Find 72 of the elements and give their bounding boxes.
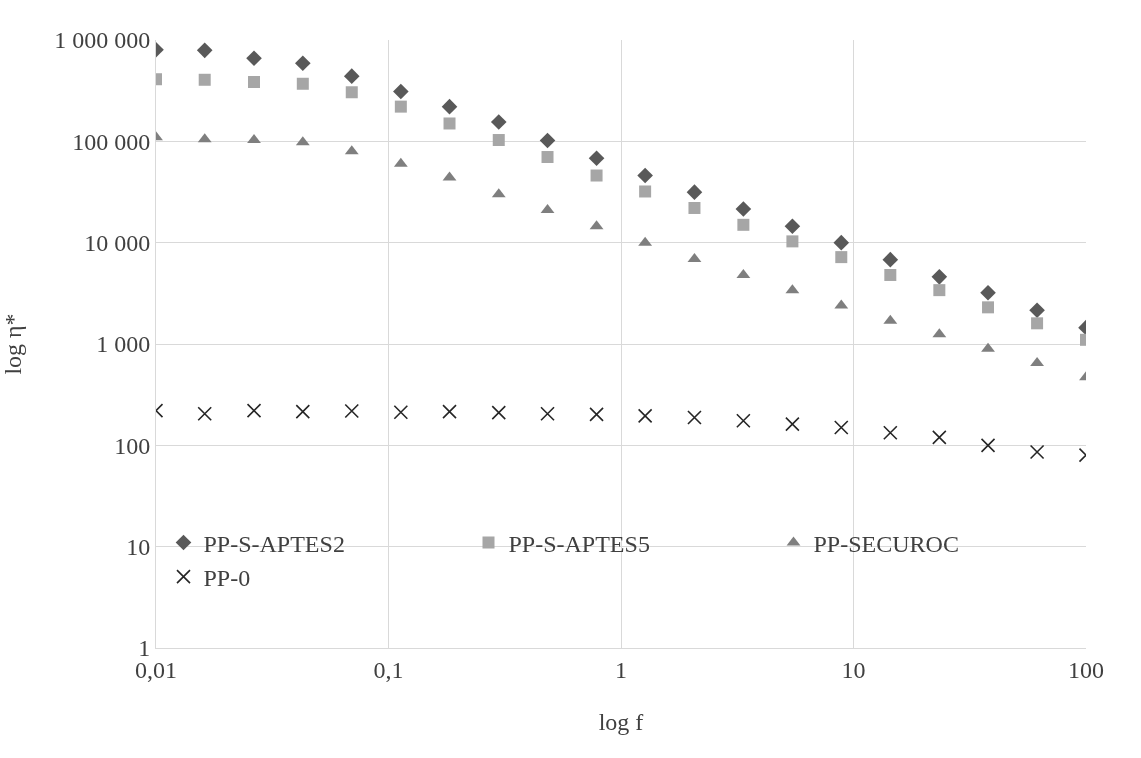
point [344,403,360,419]
point [490,114,507,130]
point [393,83,409,100]
point [540,406,555,422]
point [590,169,603,182]
y-tick-label: 100 000 [72,128,151,155]
x-tick-label: 0,1 [373,656,404,683]
x-tick-label: 1 [615,656,627,683]
point [198,73,211,86]
point [441,98,458,115]
y-axis-title: log η* [0,313,27,375]
y-tick-label: 100 [114,432,151,459]
point [785,416,800,432]
point [247,134,261,144]
point [735,201,752,217]
point [784,218,801,235]
point [786,235,799,248]
point [882,251,899,268]
legend-label: PP-SECUROC [813,530,959,557]
point [345,86,358,99]
point [688,201,701,214]
point [686,184,703,200]
x-axis-title: log f [598,709,644,735]
y-tick-label: 10 [126,534,151,561]
point [393,404,409,420]
point [833,234,850,251]
point [1029,302,1045,319]
point [442,404,457,419]
point [541,151,554,164]
point [687,410,702,425]
point [589,407,604,422]
legend-label: PP-S-APTES5 [508,530,650,557]
point [1031,317,1044,330]
x-tick-label: 10 [841,656,866,683]
point [736,413,751,429]
point [932,430,947,445]
point [737,218,750,231]
legend-label: PP-S-APTES2 [203,530,345,557]
point [980,285,996,301]
y-tick-label: 1 000 000 [54,27,151,54]
point [443,117,456,130]
x-tick-label: 100 [1068,656,1104,683]
point [196,42,213,59]
point [492,134,505,147]
point [833,420,849,435]
point [835,251,848,264]
point [588,150,605,167]
point [1029,444,1045,460]
point [933,284,946,297]
point [248,76,261,89]
point [883,425,898,441]
point [981,342,995,352]
y-tick-label: 10 000 [84,230,151,257]
point [982,301,995,314]
point [296,77,309,90]
point [980,438,996,453]
point [884,268,897,281]
y-tick-label: 1 000 [96,331,151,358]
point [639,185,652,198]
point [539,132,556,149]
point [491,405,507,420]
point [637,167,653,184]
legend-label: PP-0 [203,565,251,592]
point [394,100,407,113]
point [197,406,213,422]
point [246,403,262,418]
point [637,408,653,424]
point [295,404,311,419]
point [931,269,948,285]
point [343,68,360,84]
point [295,55,311,72]
point [246,50,262,67]
